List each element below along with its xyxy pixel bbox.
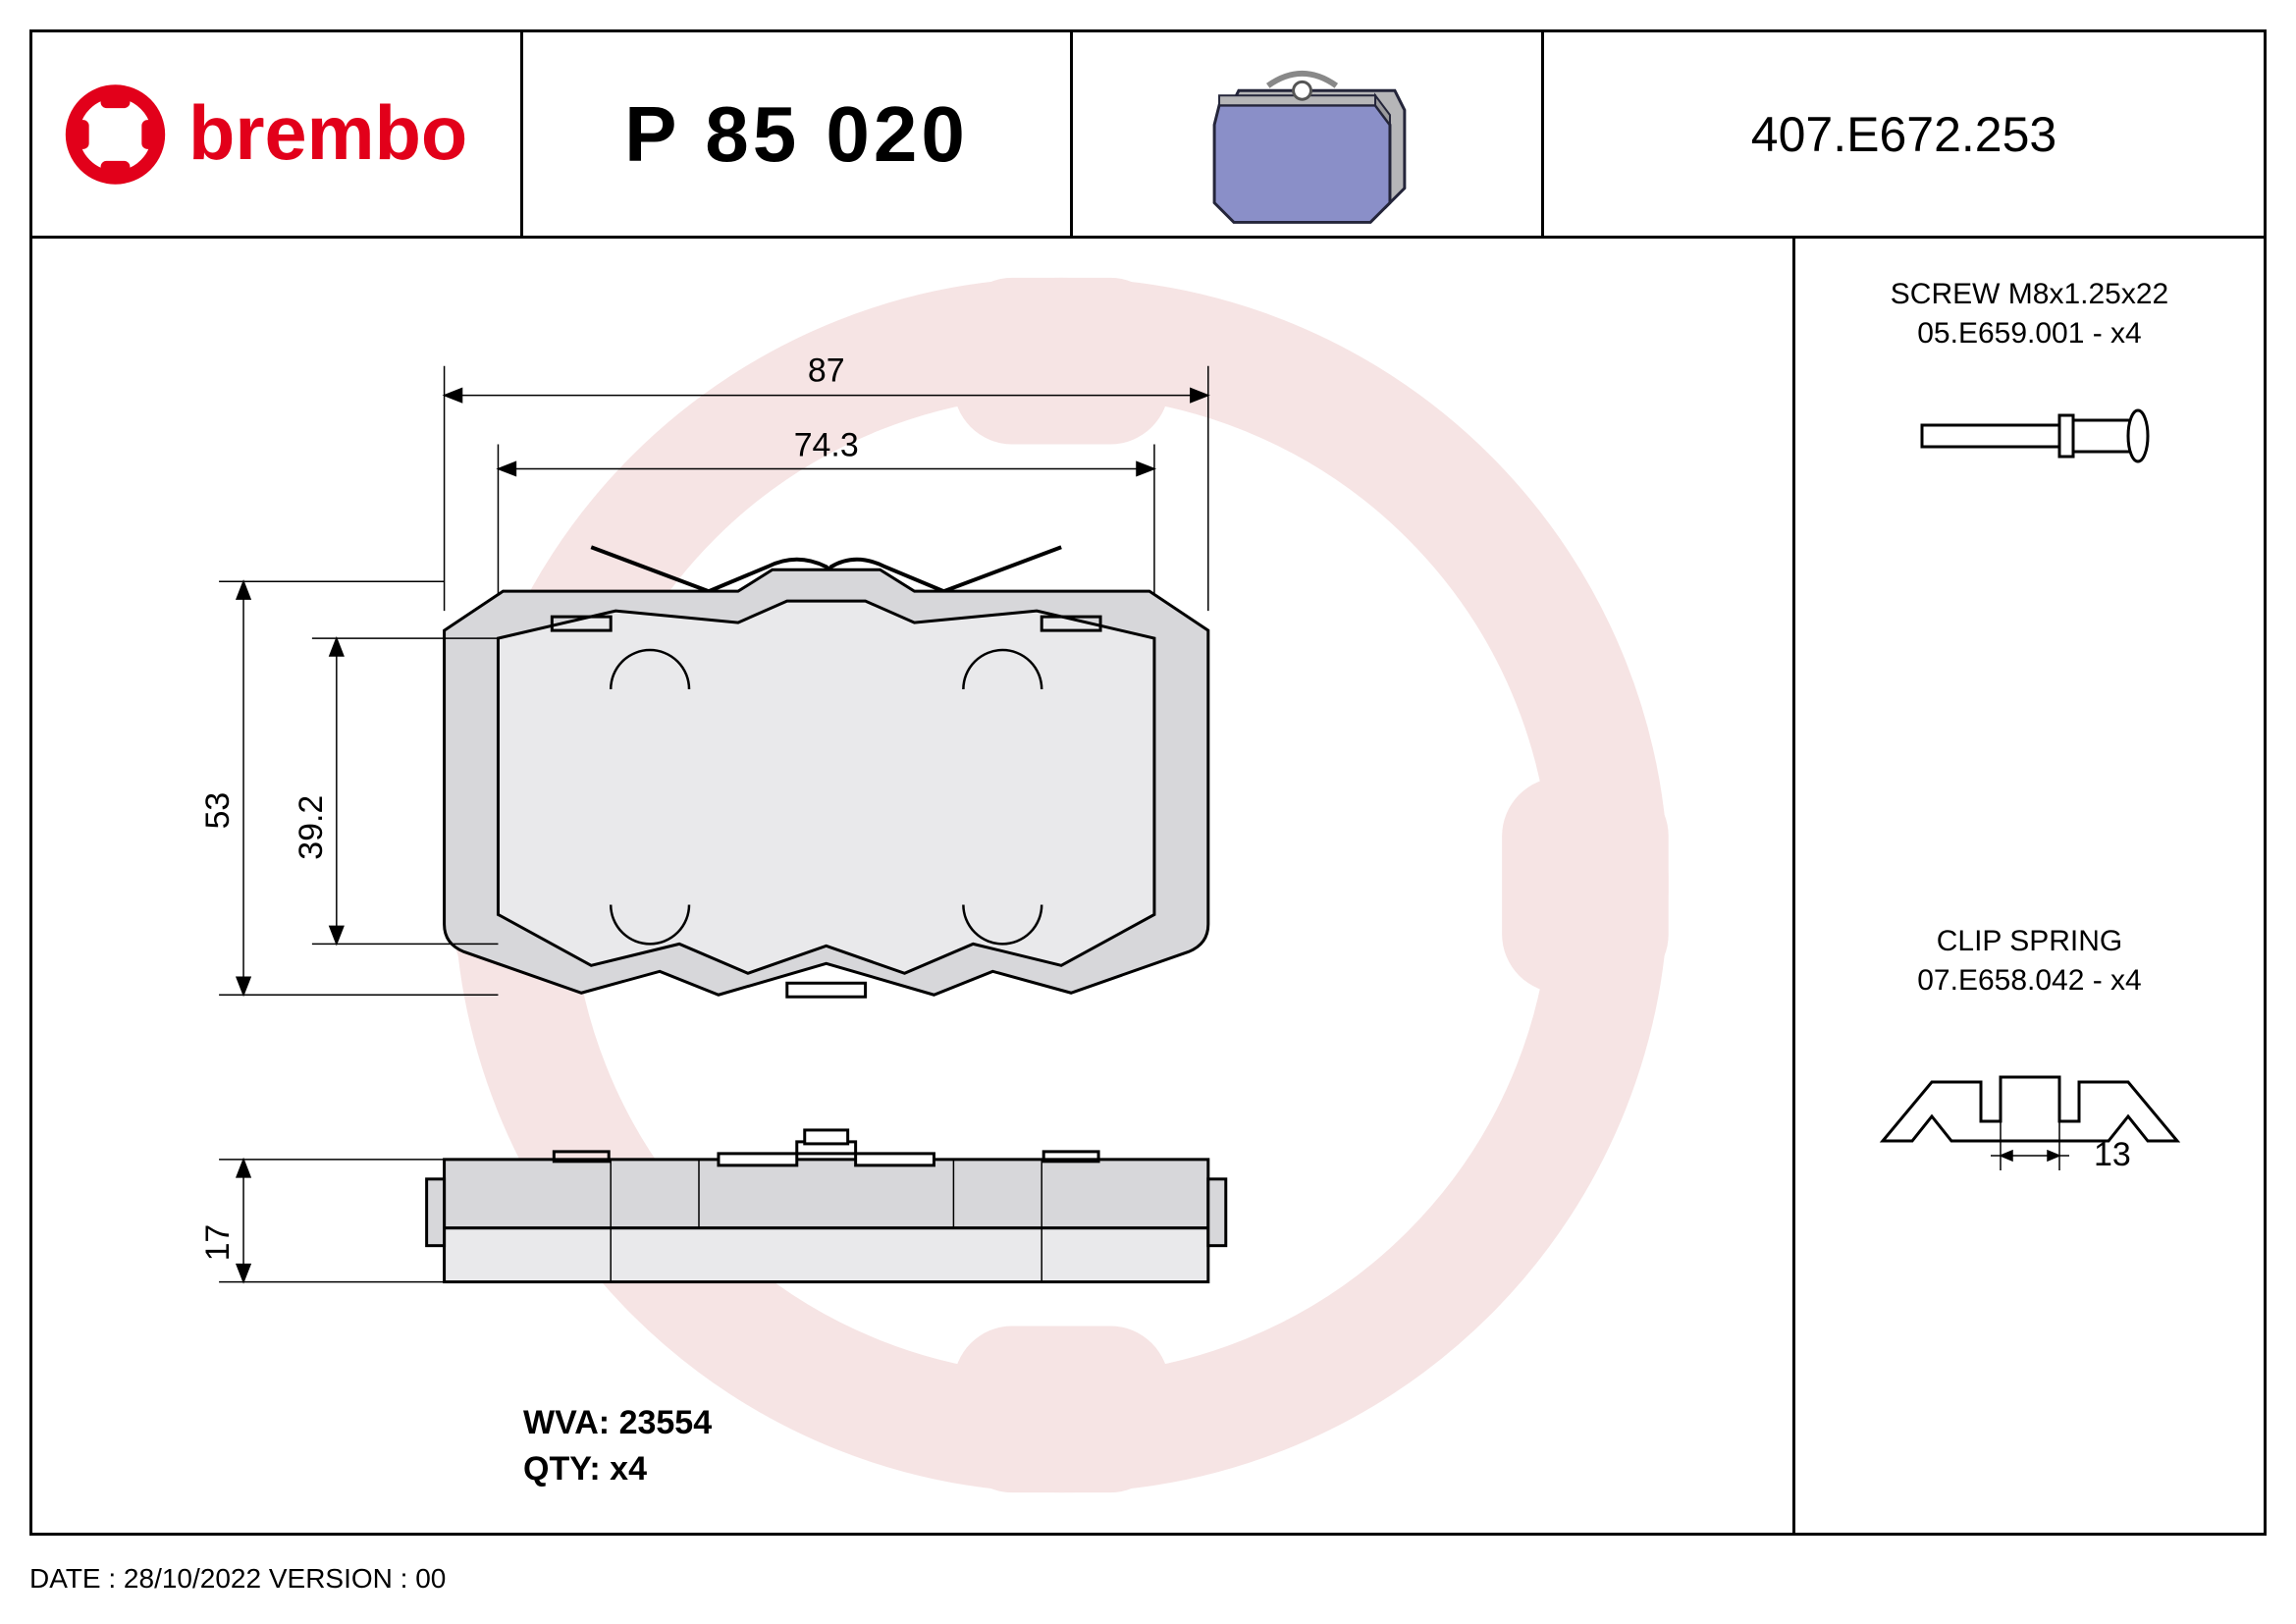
screw-title: SCREW M8x1.25x22 bbox=[1815, 278, 2244, 311]
sidebar-clip-block: CLIP SPRING 07.E658.042 - x4 13 bbox=[1795, 886, 2264, 1533]
clip-spring-icon: 13 bbox=[1853, 1023, 2207, 1200]
clip-code: 07.E658.042 - x4 bbox=[1815, 964, 2244, 998]
dim-thickness: 17 bbox=[199, 1224, 237, 1262]
part-number: P 85 020 bbox=[624, 89, 969, 180]
footer: DATE : 28/10/2022 VERSION : 00 bbox=[29, 1563, 446, 1595]
main-canvas: 87 74.3 bbox=[32, 239, 1792, 1533]
screw-code: 05.E659.001 - x4 bbox=[1815, 317, 2244, 351]
clip-title: CLIP SPRING bbox=[1815, 925, 2244, 958]
side-view: 17 bbox=[199, 1130, 1226, 1282]
clip-dim: 13 bbox=[2094, 1136, 2131, 1173]
brembo-logo: brembo bbox=[32, 31, 520, 238]
drawing-svg: 87 74.3 bbox=[32, 239, 1792, 1533]
sidebar-screw-block: SCREW M8x1.25x22 05.E659.001 - x4 bbox=[1795, 239, 2264, 886]
dim-width-outer: 87 bbox=[808, 352, 845, 390]
footer-text: DATE : 28/10/2022 VERSION : 00 bbox=[29, 1563, 446, 1594]
brand-logo-cell: brembo bbox=[32, 32, 523, 236]
dim-height-inner: 39.2 bbox=[293, 795, 330, 860]
sidebar: SCREW M8x1.25x22 05.E659.001 - x4 CLIP S… bbox=[1792, 239, 2264, 1533]
document-number: 407.E672.253 bbox=[1751, 106, 2056, 163]
friction-face bbox=[498, 601, 1153, 973]
product-thumbnail bbox=[1073, 31, 1541, 238]
wva-value: 23554 bbox=[619, 1404, 713, 1441]
drawing-frame: brembo P 85 020 bbox=[29, 29, 2267, 1536]
qty-label: QTY: bbox=[523, 1450, 601, 1488]
info-block: WVA: 23554 QTY: x4 bbox=[523, 1400, 712, 1493]
header-row: brembo P 85 020 bbox=[32, 32, 2264, 239]
dim-width-inner: 74.3 bbox=[794, 426, 859, 463]
qty-value: x4 bbox=[610, 1450, 647, 1488]
screw-icon bbox=[1883, 376, 2177, 494]
thumbnail-cell bbox=[1073, 32, 1544, 236]
sheet: brembo P 85 020 bbox=[0, 0, 2296, 1624]
dim-height-outer: 53 bbox=[199, 792, 237, 830]
brand-text: brembo bbox=[188, 90, 467, 175]
document-number-cell: 407.E672.253 bbox=[1544, 32, 2264, 236]
wva-label: WVA: bbox=[523, 1404, 610, 1441]
part-number-cell: P 85 020 bbox=[523, 32, 1073, 236]
